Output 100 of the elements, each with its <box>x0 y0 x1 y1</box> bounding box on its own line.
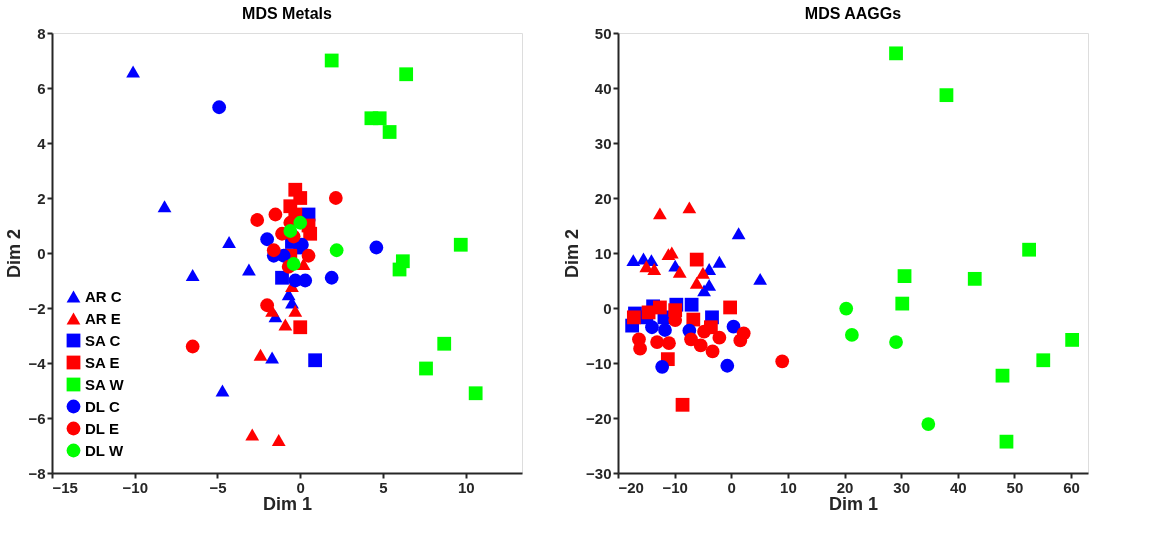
legend-label: DL C <box>85 397 120 415</box>
point <box>301 248 316 263</box>
y-tick-label: −6 <box>28 409 46 427</box>
point <box>245 428 260 441</box>
point <box>399 67 414 82</box>
point <box>212 100 227 115</box>
y-tick-label: 0 <box>37 244 46 262</box>
point <box>308 353 323 368</box>
point <box>288 304 303 317</box>
y-tick-label: 2 <box>37 189 46 207</box>
point <box>696 266 710 279</box>
x-tick-label: 20 <box>836 478 854 496</box>
y-tick-label: −4 <box>28 354 47 372</box>
point <box>157 200 172 213</box>
point <box>253 348 268 361</box>
point <box>293 320 308 335</box>
legend-label: SA W <box>85 375 125 393</box>
point <box>268 207 283 222</box>
point <box>626 254 641 267</box>
point <box>1022 242 1036 257</box>
x-tick-label: 50 <box>1006 478 1024 496</box>
point <box>672 265 687 278</box>
point <box>897 269 912 283</box>
y-tick-label: −20 <box>586 409 612 427</box>
point <box>723 300 738 315</box>
x-tick-label: −15 <box>52 478 78 496</box>
x-tick-label: 0 <box>296 478 305 496</box>
point <box>839 301 854 316</box>
point <box>222 236 236 248</box>
point <box>647 262 662 275</box>
y-tick-label: −8 <box>28 464 46 482</box>
x-axis-title: Dim 1 <box>262 493 313 514</box>
legend-label: DL E <box>85 419 119 437</box>
point <box>328 191 343 205</box>
point <box>633 341 647 356</box>
point <box>731 227 746 240</box>
point <box>675 397 690 412</box>
point <box>753 272 768 285</box>
point <box>939 88 954 103</box>
x-tick-label: 5 <box>379 478 388 496</box>
legend-label: SA E <box>85 353 120 371</box>
point <box>895 296 910 311</box>
point <box>185 339 200 354</box>
point <box>265 351 279 364</box>
point <box>697 284 711 297</box>
point <box>468 386 483 401</box>
point <box>697 324 711 339</box>
point <box>293 215 308 230</box>
x-tick-label: −5 <box>209 478 227 496</box>
x-tick-label: 0 <box>727 478 736 496</box>
y-tick-label: −10 <box>586 354 612 372</box>
point <box>271 434 286 446</box>
point <box>658 323 672 337</box>
point <box>453 237 468 252</box>
point <box>324 53 339 68</box>
point <box>662 336 676 351</box>
point <box>437 336 452 351</box>
x-tick-label: 10 <box>780 478 797 496</box>
y-tick-label: 20 <box>594 189 612 207</box>
y-tick-label: −30 <box>586 464 612 482</box>
y-tick-label: 8 <box>37 24 46 42</box>
point <box>419 361 433 376</box>
point <box>967 271 982 286</box>
point <box>266 243 281 258</box>
x-tick-label: 30 <box>893 478 910 496</box>
x-tick-label: −10 <box>122 478 148 496</box>
point <box>372 111 387 126</box>
y-tick-label: 4 <box>37 134 47 152</box>
point <box>682 201 697 214</box>
point <box>298 273 313 288</box>
point <box>720 358 735 373</box>
legend-label: DL W <box>85 441 124 459</box>
x-tick-label: 40 <box>949 478 967 496</box>
legend-label: SA C <box>85 331 121 349</box>
point <box>726 319 741 334</box>
point <box>689 252 704 267</box>
point <box>645 320 659 335</box>
x-tick-label: −20 <box>618 478 644 496</box>
point <box>1065 333 1080 347</box>
y-tick-label: 0 <box>603 299 612 317</box>
point <box>185 269 200 281</box>
point <box>286 257 301 271</box>
point <box>844 328 859 342</box>
point <box>324 270 339 285</box>
x-tick-label: 10 <box>457 478 475 496</box>
point <box>684 297 699 312</box>
point <box>260 232 275 247</box>
point <box>712 255 727 268</box>
point <box>242 263 256 276</box>
point <box>653 300 667 315</box>
point <box>260 298 275 313</box>
point <box>693 338 708 353</box>
point <box>250 213 265 227</box>
y-axis-title: Dim 2 <box>562 228 583 279</box>
point <box>215 384 230 397</box>
point <box>689 276 704 289</box>
point <box>889 335 903 349</box>
point <box>775 354 790 369</box>
point <box>1036 353 1051 368</box>
chart-title: MDS Metals <box>242 5 332 22</box>
